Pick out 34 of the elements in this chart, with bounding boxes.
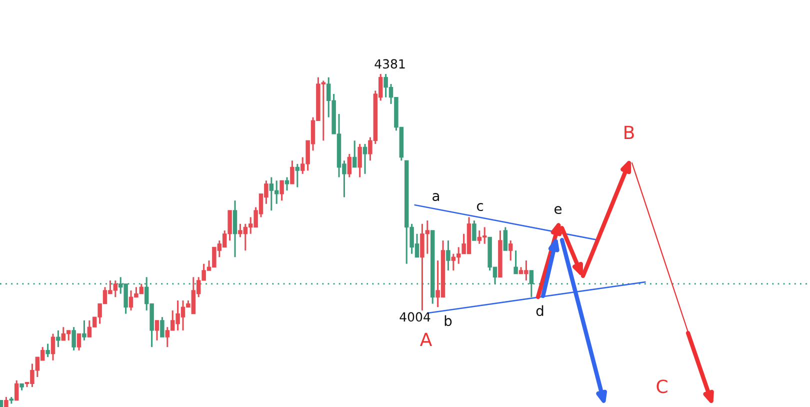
candlestick: [46, 342, 50, 358]
candlestick: [50, 332, 56, 362]
candlestick: [295, 163, 300, 188]
candlestick: [503, 226, 508, 252]
candlestick: [446, 240, 450, 272]
text: 4381: [374, 59, 405, 69]
candlestick: [347, 153, 352, 178]
candlestick: [514, 250, 518, 275]
candlestick: [284, 176, 290, 192]
candlestick: [290, 160, 294, 185]
annotation: 4004: [400, 312, 430, 322]
candlestick: [14, 380, 19, 402]
candlestick: [56, 330, 60, 348]
candlestick: [508, 240, 513, 262]
candlestick: [154, 320, 160, 342]
annotation: a: [432, 193, 439, 202]
candlestick: [72, 326, 76, 352]
candlestick: [82, 320, 86, 342]
candlestick: [362, 143, 368, 175]
annotation: c: [476, 203, 483, 212]
text: B: [624, 126, 634, 139]
candlestick: [4, 396, 8, 407]
candlestick: [232, 200, 238, 258]
text: e: [554, 206, 562, 214]
candlestick: [160, 316, 164, 338]
candlestick: [358, 143, 362, 178]
candlestick: [76, 332, 82, 352]
annotation: A: [420, 332, 432, 346]
candlestick: [472, 220, 476, 242]
text: C: [656, 380, 668, 394]
annotation: b: [444, 315, 452, 326]
candlestick: [352, 140, 357, 168]
candlestick: [280, 180, 284, 202]
text: d: [536, 305, 544, 316]
